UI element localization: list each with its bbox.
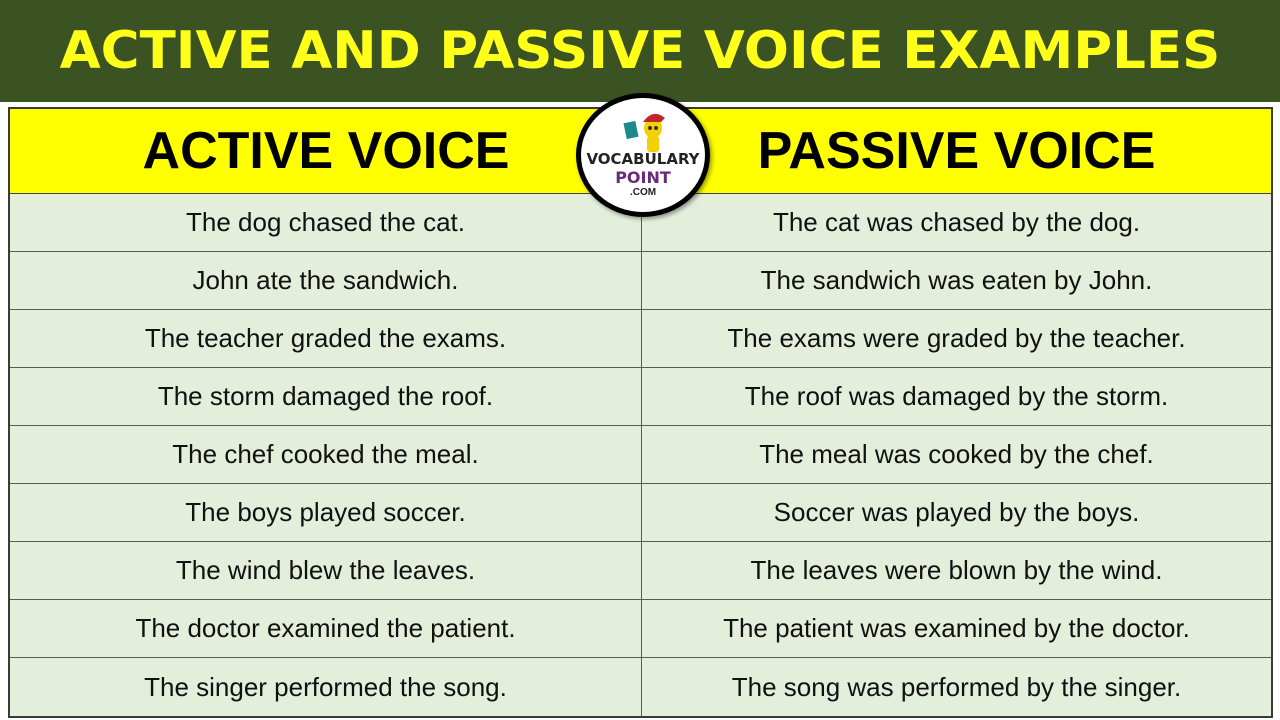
active-voice-cell: The wind blew the leaves. bbox=[10, 542, 642, 600]
active-voice-cell: The teacher graded the exams. bbox=[10, 310, 642, 368]
logo-text-com: .COM bbox=[629, 187, 657, 198]
passive-voice-cell: The patient was examined by the doctor. bbox=[642, 600, 1271, 658]
passive-voice-cell: Soccer was played by the boys. bbox=[642, 484, 1271, 542]
header-active: ACTIVE VOICE bbox=[10, 109, 642, 194]
passive-voice-cell: The leaves were blown by the wind. bbox=[642, 542, 1271, 600]
page-title: ACTIVE AND PASSIVE VOICE EXAMPLES bbox=[59, 21, 1221, 81]
passive-voice-cell: The song was performed by the singer. bbox=[731, 671, 1182, 702]
passive-voice-cell: The roof was damaged by the storm. bbox=[642, 368, 1271, 426]
mascot-icon bbox=[623, 113, 665, 152]
active-voice-cell: The doctor examined the patient. bbox=[10, 600, 642, 658]
active-voice-cell: The storm damaged the roof. bbox=[10, 368, 642, 426]
active-voice-cell: The boys played soccer. bbox=[10, 484, 642, 542]
passive-voice-cell: The sandwich was eaten by John. bbox=[642, 252, 1271, 310]
header-passive: PASSIVE VOICE bbox=[642, 109, 1271, 194]
passive-voice-cell: The exams were graded by the teacher. bbox=[642, 310, 1271, 368]
active-voice-cell: John ate the sandwich. bbox=[10, 252, 642, 310]
active-voice-cell: The singer performed the song. bbox=[10, 658, 642, 716]
logo-text-vocabulary: VOCABULARY bbox=[586, 150, 700, 168]
active-voice-cell: The dog chased the cat. bbox=[10, 194, 642, 252]
vocabularypoint-logo: VOCABULARY POINT .COM bbox=[576, 93, 710, 217]
title-banner: ACTIVE AND PASSIVE VOICE EXAMPLES bbox=[0, 0, 1280, 102]
passive-voice-cell: The cat was chased by the dog. bbox=[642, 194, 1271, 252]
active-voice-cell: The chef cooked the meal. bbox=[10, 426, 642, 484]
passive-voice-cell: The meal was cooked by the chef. bbox=[642, 426, 1271, 484]
logo-text-point: POINT bbox=[615, 168, 671, 187]
